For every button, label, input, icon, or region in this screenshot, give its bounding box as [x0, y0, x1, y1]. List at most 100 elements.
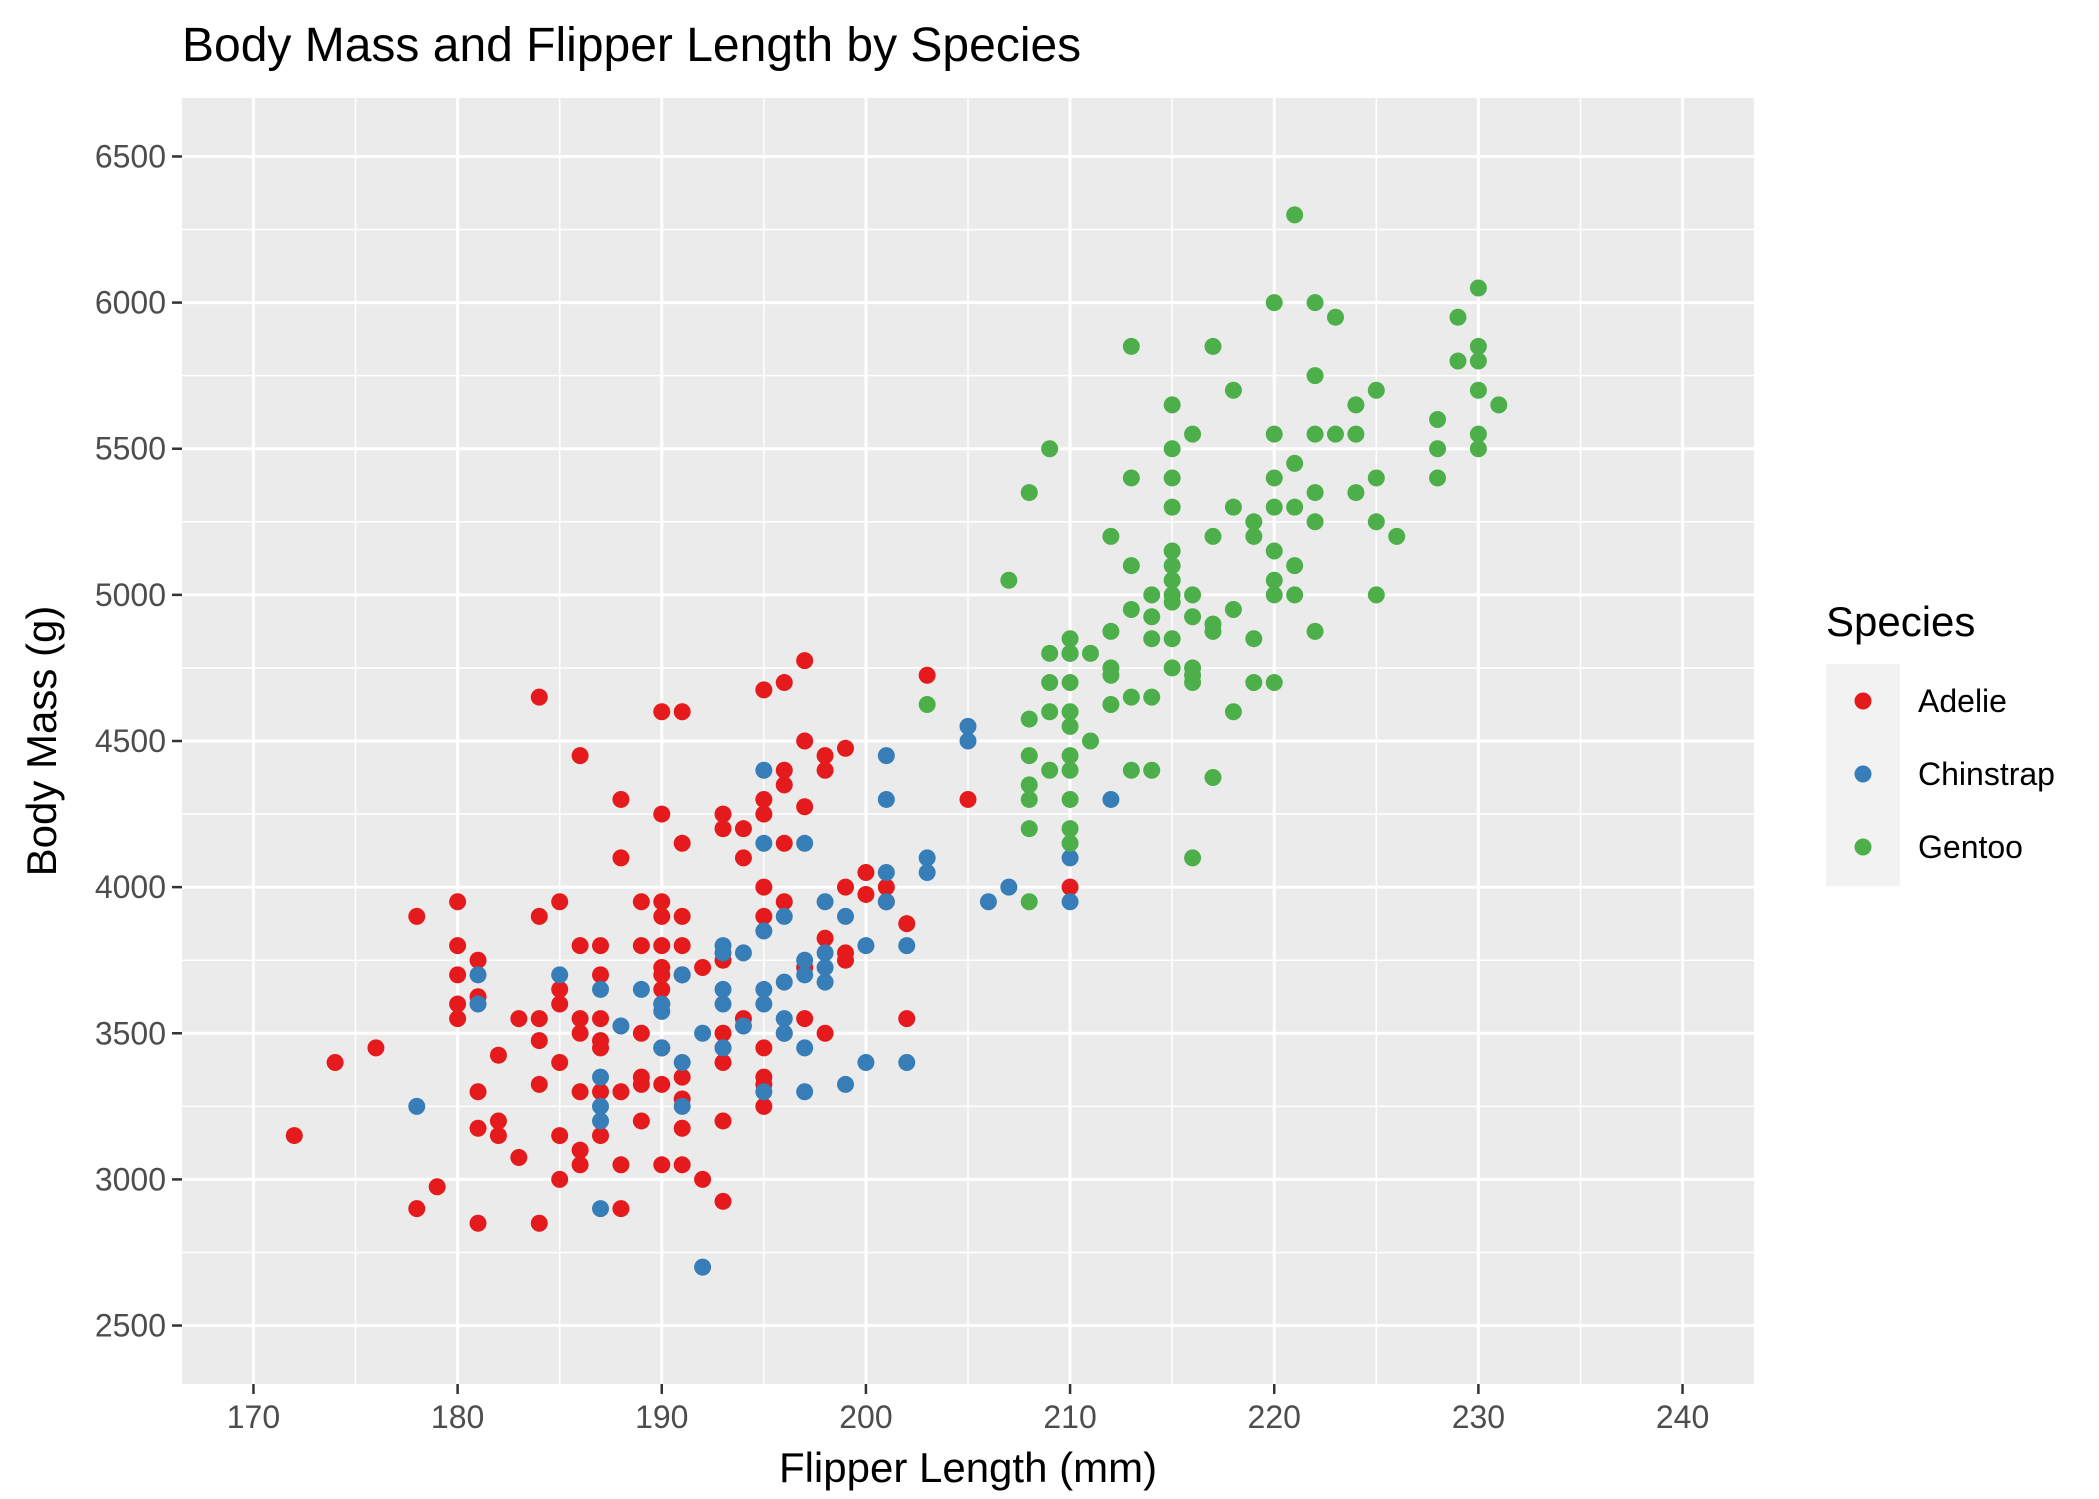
- data-point: [449, 893, 467, 911]
- series-gentoo: [918, 206, 1508, 911]
- data-point: [1265, 498, 1283, 516]
- data-point: [469, 995, 487, 1013]
- data-point: [1143, 608, 1161, 626]
- data-point: [1306, 367, 1324, 385]
- data-point: [1122, 688, 1140, 706]
- data-point: [1326, 425, 1344, 443]
- data-point: [551, 1170, 569, 1188]
- data-point: [592, 980, 610, 998]
- data-point: [837, 951, 855, 969]
- data-point: [632, 980, 650, 998]
- data-point: [571, 1156, 589, 1174]
- x-tick-label: 200: [839, 1399, 892, 1435]
- data-point: [530, 1010, 548, 1028]
- data-point: [653, 980, 671, 998]
- data-point: [1306, 622, 1324, 640]
- data-point: [1265, 674, 1283, 692]
- data-point: [714, 1024, 732, 1042]
- data-point: [1265, 294, 1283, 312]
- y-axis-ticks: 2500 3000 3500 4000 4500 5000 5500 6000 6500: [95, 138, 182, 1344]
- data-point: [1184, 674, 1202, 692]
- data-point: [816, 761, 834, 779]
- data-point: [489, 1112, 507, 1130]
- data-point: [714, 1192, 732, 1210]
- data-point: [837, 1075, 855, 1093]
- data-point: [796, 652, 814, 670]
- data-point: [632, 937, 650, 955]
- data-point: [1224, 498, 1242, 516]
- data-point: [755, 1039, 773, 1057]
- legend-items: Adelie Chinstrap Gentoo: [1854, 683, 2055, 865]
- data-point: [1061, 761, 1079, 779]
- data-point: [1286, 498, 1304, 516]
- data-point: [755, 907, 773, 925]
- data-point: [551, 1054, 569, 1071]
- data-point: [489, 1127, 507, 1145]
- data-point: [1041, 761, 1059, 779]
- data-point: [775, 973, 793, 991]
- legend-title: Species: [1826, 598, 1975, 645]
- x-tick-label: 180: [431, 1399, 484, 1435]
- data-point: [755, 980, 773, 998]
- y-tick-label: 5000: [95, 577, 166, 613]
- data-point: [1122, 469, 1140, 487]
- data-point: [1020, 820, 1038, 838]
- data-point: [796, 966, 814, 984]
- data-point: [653, 907, 671, 925]
- data-point: [755, 1097, 773, 1115]
- legend-label-gentoo: Gentoo: [1918, 829, 2023, 865]
- data-point: [1081, 644, 1099, 662]
- data-point: [816, 1024, 834, 1042]
- data-point: [714, 805, 732, 823]
- data-point: [1122, 337, 1140, 355]
- data-point: [1245, 674, 1263, 692]
- data-point: [530, 907, 548, 925]
- data-point: [694, 1170, 712, 1188]
- grid-minor: [182, 98, 1754, 1384]
- data-point: [673, 937, 691, 955]
- data-point: [816, 959, 834, 977]
- data-point: [592, 937, 610, 955]
- data-point: [694, 1024, 712, 1042]
- data-point: [1081, 732, 1099, 750]
- data-point: [734, 820, 752, 838]
- data-point: [1184, 425, 1202, 443]
- data-point: [1469, 337, 1487, 355]
- data-point: [612, 1156, 630, 1174]
- data-point: [714, 820, 732, 838]
- data-point: [1306, 425, 1324, 443]
- data-point: [775, 907, 793, 925]
- data-point: [1265, 542, 1283, 560]
- data-point: [734, 944, 752, 962]
- data-point: [714, 944, 732, 962]
- data-point: [571, 937, 589, 955]
- data-point: [449, 937, 467, 955]
- data-point: [592, 1068, 610, 1086]
- data-point: [1020, 790, 1038, 808]
- data-point: [1102, 790, 1120, 808]
- data-point: [1143, 630, 1161, 648]
- data-point: [1041, 674, 1059, 692]
- data-point: [653, 1002, 671, 1020]
- data-point: [837, 878, 855, 896]
- data-point: [510, 1010, 528, 1028]
- data-point: [796, 798, 814, 816]
- data-point: [1286, 454, 1304, 472]
- data-point: [1306, 513, 1324, 531]
- data-point: [612, 849, 630, 867]
- data-point: [959, 790, 977, 808]
- data-point: [1000, 571, 1018, 589]
- data-point: [1163, 557, 1181, 575]
- y-axis-title: Body Mass (g): [18, 606, 65, 877]
- data-point: [571, 747, 589, 765]
- data-point: [775, 761, 793, 779]
- data-point: [1204, 622, 1222, 640]
- data-point: [469, 951, 487, 969]
- data-point: [1449, 308, 1467, 326]
- y-tick-label: 6500: [95, 138, 166, 174]
- data-point: [449, 995, 467, 1013]
- chart-title: Body Mass and Flipper Length by Species: [182, 19, 1081, 72]
- data-point: [653, 805, 671, 823]
- data-point: [877, 790, 895, 808]
- data-point: [694, 1258, 712, 1276]
